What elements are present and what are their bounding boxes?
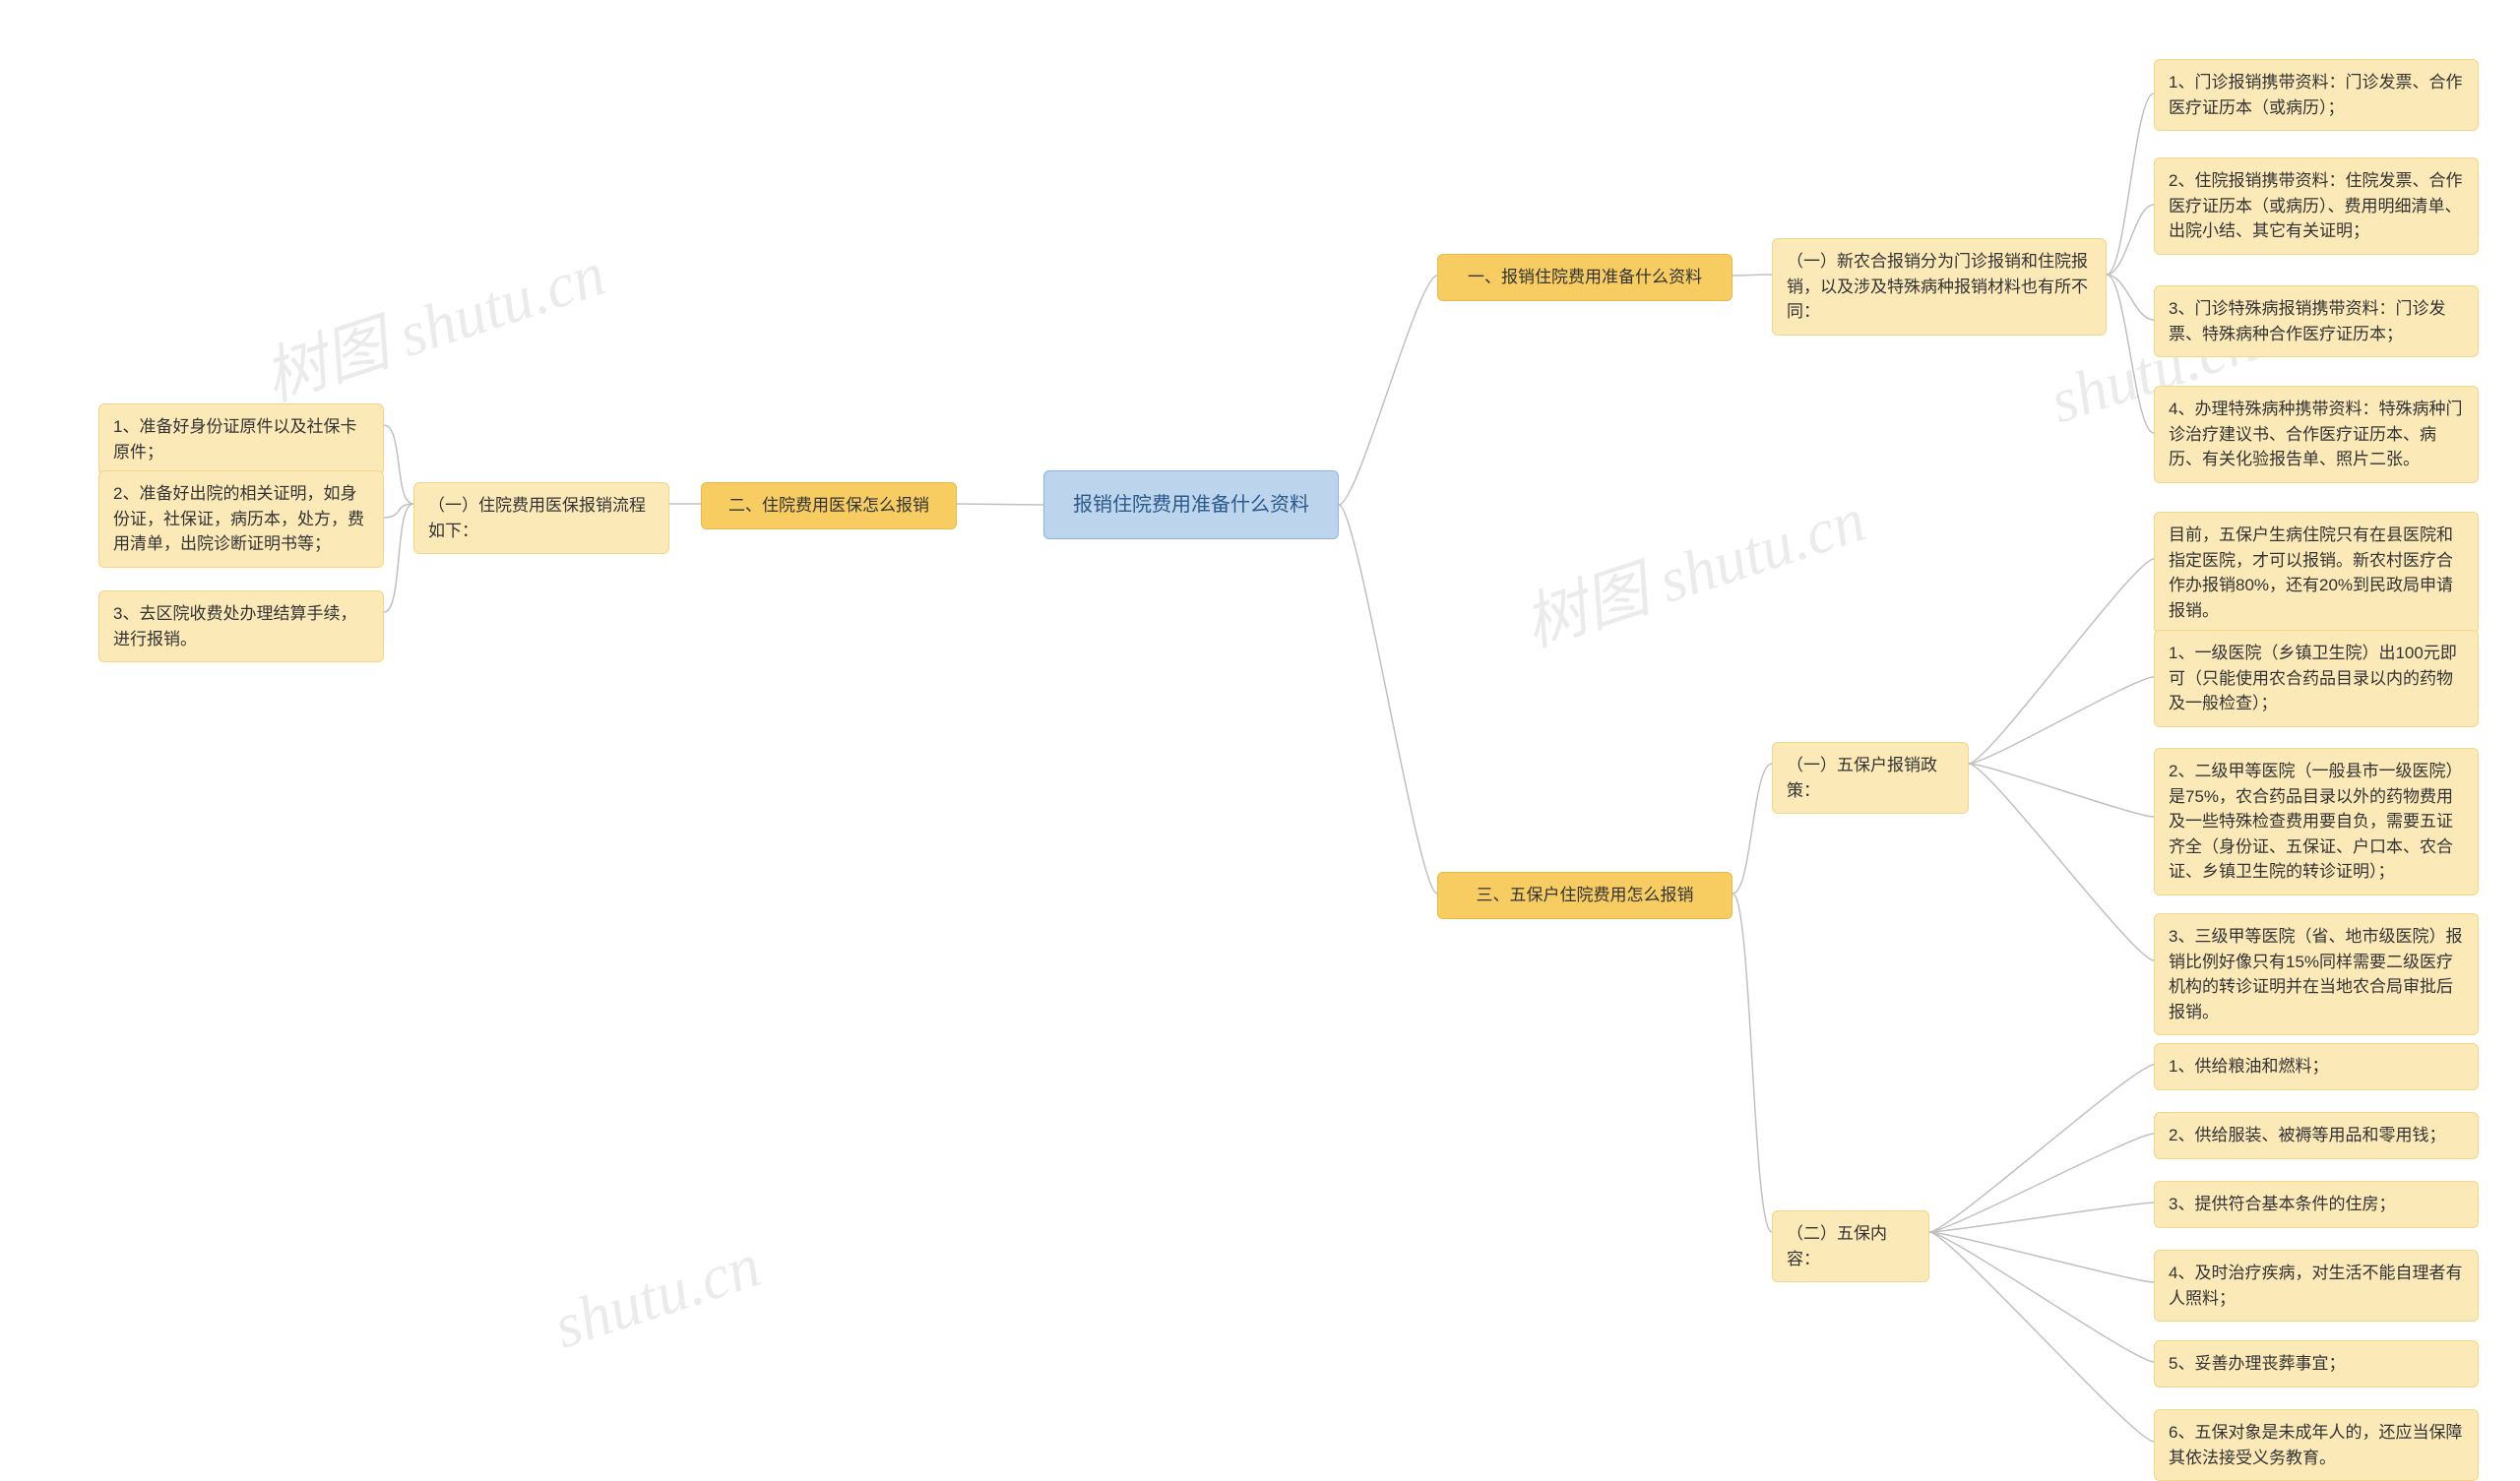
connector — [1969, 559, 2154, 764]
node-l_s2a_2[interactable]: 2、准备好出院的相关证明，如身份证，社保证，病历本，处方，费用清单，出院诊断证明… — [98, 470, 384, 568]
node-l_s1a_3[interactable]: 3、门诊特殊病报销携带资料：门诊发票、特殊病种合作医疗证历本； — [2154, 285, 2479, 357]
node-b2[interactable]: 二、住院费用医保怎么报销 — [701, 482, 957, 529]
node-l_s3b_4[interactable]: 4、及时治疗疾病，对生活不能自理者有人照料； — [2154, 1250, 2479, 1322]
watermark: 树图 shutu.cn — [251, 223, 615, 418]
connector — [1969, 764, 2154, 960]
node-label: （二）五保内容： — [1787, 1221, 1915, 1271]
node-l_s3b_5[interactable]: 5、妥善办理丧葬事宜； — [2154, 1340, 2479, 1388]
node-s1a[interactable]: （一）新农合报销分为门诊报销和住院报销，以及涉及特殊病种报销材料也有所不同： — [1772, 238, 2107, 336]
node-label: 1、准备好身份证原件以及社保卡原件； — [113, 414, 369, 464]
connector — [2107, 93, 2154, 275]
node-label: 二、住院费用医保怎么报销 — [728, 493, 929, 519]
node-label: （一）住院费用医保报销流程如下： — [428, 493, 655, 543]
node-l_s2a_3[interactable]: 3、去区院收费处办理结算手续，进行报销。 — [98, 590, 384, 662]
watermark: 树图 shutu.cn — [1511, 469, 1875, 664]
node-label: 报销住院费用准备什么资料 — [1073, 490, 1309, 520]
node-label: 3、提供符合基本条件的住房； — [2169, 1192, 2395, 1217]
node-l_s1a_1[interactable]: 1、门诊报销携带资料：门诊发票、合作医疗证历本（或病历）； — [2154, 59, 2479, 131]
connector — [384, 504, 413, 518]
node-l_s3b_2[interactable]: 2、供给服装、被褥等用品和零用钱； — [2154, 1112, 2479, 1159]
node-label: 2、供给服装、被褥等用品和零用钱； — [2169, 1123, 2445, 1148]
connector — [1969, 677, 2154, 764]
node-label: 1、一级医院（乡镇卫生院）出100元即可（只能使用农合药品目录以内的药物及一般检… — [2169, 641, 2464, 716]
connector — [1339, 505, 1437, 894]
node-label: 4、办理特殊病种携带资料：特殊病种门诊治疗建议书、合作医疗证历本、病历、有关化验… — [2169, 397, 2464, 472]
node-label: 6、五保对象是未成年人的，还应当保障其依法接受义务教育。 — [2169, 1420, 2464, 1470]
node-label: 目前，五保户生病住院只有在县医院和指定医院，才可以报销。新农村医疗合作办报销80… — [2169, 523, 2464, 623]
connector — [384, 425, 413, 504]
connector — [1929, 1203, 2154, 1232]
node-label: 1、门诊报销携带资料：门诊发票、合作医疗证历本（或病历）； — [2169, 70, 2464, 120]
node-label: 2、准备好出院的相关证明，如身份证，社保证，病历本，处方，费用清单，出院诊断证明… — [113, 481, 369, 557]
node-label: 3、门诊特殊病报销携带资料：门诊发票、特殊病种合作医疗证历本； — [2169, 296, 2464, 346]
connector — [1969, 764, 2154, 817]
node-l_s3a_3[interactable]: 3、三级甲等医院（省、地市级医院）报销比例好像只有15%同样需要二级医疗机构的转… — [2154, 913, 2479, 1035]
connector — [1929, 1232, 2154, 1282]
node-l_s1a_4[interactable]: 4、办理特殊病种携带资料：特殊病种门诊治疗建议书、合作医疗证历本、病历、有关化验… — [2154, 386, 2479, 483]
node-label: 1、供给粮油和燃料； — [2169, 1054, 2328, 1080]
connector — [1339, 276, 1437, 505]
node-label: 2、住院报销携带资料：住院发票、合作医疗证历本（或病历）、费用明细清单、出院小结… — [2169, 168, 2464, 244]
node-s3a[interactable]: （一）五保户报销政策： — [1772, 742, 1969, 814]
connector — [1929, 1232, 2154, 1442]
node-b1[interactable]: 一、报销住院费用准备什么资料 — [1437, 254, 1732, 301]
node-label: 3、三级甲等医院（省、地市级医院）报销比例好像只有15%同样需要二级医疗机构的转… — [2169, 924, 2464, 1024]
node-l_s3a_1[interactable]: 1、一级医院（乡镇卫生院）出100元即可（只能使用农合药品目录以内的药物及一般检… — [2154, 630, 2479, 727]
connector — [384, 504, 413, 612]
connector — [1732, 764, 1772, 894]
connector — [1732, 275, 1772, 276]
node-l_s3b_3[interactable]: 3、提供符合基本条件的住房； — [2154, 1181, 2479, 1228]
node-l_s3b_6[interactable]: 6、五保对象是未成年人的，还应当保障其依法接受义务教育。 — [2154, 1409, 2479, 1481]
connector — [1929, 1134, 2154, 1232]
node-l_s1a_2[interactable]: 2、住院报销携带资料：住院发票、合作医疗证历本（或病历）、费用明细清单、出院小结… — [2154, 157, 2479, 255]
node-l_s3a_2[interactable]: 2、二级甲等医院（一般县市一级医院）是75%，农合药品目录以外的药物费用及一些特… — [2154, 748, 2479, 895]
connector — [2107, 275, 2154, 320]
node-b3[interactable]: 三、五保户住院费用怎么报销 — [1437, 872, 1732, 919]
node-root[interactable]: 报销住院费用准备什么资料 — [1043, 470, 1339, 539]
watermark: shutu.cn — [545, 1229, 769, 1364]
node-label: （一）新农合报销分为门诊报销和住院报销，以及涉及特殊病种报销材料也有所不同： — [1787, 249, 2092, 325]
node-label: 三、五保户住院费用怎么报销 — [1477, 883, 1694, 908]
node-label: 5、妥善办理丧葬事宜； — [2169, 1351, 2345, 1377]
node-label: （一）五保户报销政策： — [1787, 753, 1954, 803]
node-l_s3b_1[interactable]: 1、供给粮油和燃料； — [2154, 1043, 2479, 1090]
connector — [957, 504, 1043, 505]
connector — [1929, 1232, 2154, 1362]
connector — [2107, 205, 2154, 275]
node-l_s3a_0[interactable]: 目前，五保户生病住院只有在县医院和指定医院，才可以报销。新农村医疗合作办报销80… — [2154, 512, 2479, 634]
node-label: 2、二级甲等医院（一般县市一级医院）是75%，农合药品目录以外的药物费用及一些特… — [2169, 759, 2464, 885]
node-l_s2a_1[interactable]: 1、准备好身份证原件以及社保卡原件； — [98, 403, 384, 475]
node-s2a[interactable]: （一）住院费用医保报销流程如下： — [413, 482, 669, 554]
connector — [1732, 894, 1772, 1232]
node-label: 一、报销住院费用准备什么资料 — [1468, 265, 1702, 290]
node-label: 3、去区院收费处办理结算手续，进行报销。 — [113, 601, 369, 651]
connector-layer — [0, 0, 2520, 1471]
connector — [2107, 275, 2154, 433]
node-s3b[interactable]: （二）五保内容： — [1772, 1210, 1929, 1282]
connector — [1929, 1065, 2154, 1232]
mindmap-canvas: 树图 shutu.cn树图 shutu.cnshutu.cnshutu.cn报销… — [0, 0, 2520, 1471]
node-label: 4、及时治疗疾病，对生活不能自理者有人照料； — [2169, 1261, 2464, 1311]
